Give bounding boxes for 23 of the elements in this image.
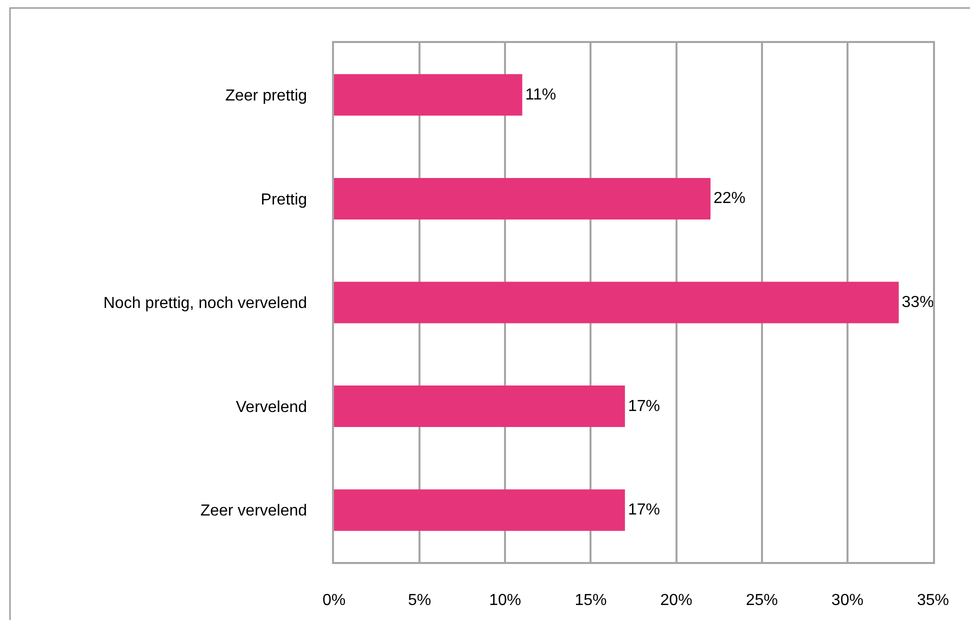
data-label: 17% <box>628 502 660 519</box>
bar <box>334 489 625 531</box>
x-tick-label: 20% <box>660 592 692 609</box>
y-tick-label: Vervelend <box>236 398 308 416</box>
x-tick-label: 35% <box>916 592 950 609</box>
x-tick-label: 15% <box>574 592 607 609</box>
data-label: 11% <box>525 86 556 104</box>
y-tick-label: Zeer prettig <box>225 88 308 104</box>
x-tick-label: 0% <box>322 592 346 609</box>
bar <box>334 386 625 428</box>
data-label: 17% <box>628 398 660 415</box>
y-tick-label: Prettig <box>260 191 308 208</box>
x-tick-label: 10% <box>489 592 522 609</box>
y-tick-label: Zeer vervelend <box>200 502 308 520</box>
x-tick-label: 30% <box>831 592 864 609</box>
data-label: 22% <box>714 190 746 208</box>
bar <box>334 74 522 116</box>
x-tick-label: 25% <box>746 592 778 609</box>
bar <box>334 178 711 220</box>
x-tick-label: 5% <box>408 592 432 609</box>
bar <box>334 282 899 324</box>
y-tick-label: Noch prettig, noch vervelend <box>103 295 308 312</box>
data-label: 33% <box>902 294 934 311</box>
